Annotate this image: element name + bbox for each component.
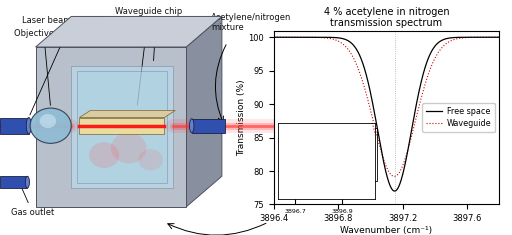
- Bar: [192, 119, 225, 133]
- Polygon shape: [186, 16, 222, 207]
- Free space: [467, 36, 474, 39]
- Polygon shape: [36, 47, 186, 207]
- Text: Gas outlet: Gas outlet: [11, 185, 54, 217]
- Ellipse shape: [189, 119, 194, 133]
- Free space: [271, 36, 277, 39]
- Circle shape: [138, 149, 163, 170]
- Waveguide: [367, 107, 373, 110]
- Text: Acetylene/nitrogen
mixture: Acetylene/nitrogen mixture: [211, 13, 291, 32]
- Text: Gas inlet: Gas inlet: [137, 22, 174, 61]
- Polygon shape: [77, 70, 167, 183]
- Free space: [392, 190, 398, 192]
- Circle shape: [89, 142, 119, 168]
- Text: Waveguide chip: Waveguide chip: [115, 7, 182, 105]
- Polygon shape: [79, 110, 175, 118]
- Waveguide: [492, 36, 498, 39]
- Text: Objective lens: Objective lens: [14, 29, 74, 105]
- Ellipse shape: [25, 176, 30, 188]
- Line: Free space: Free space: [274, 37, 499, 191]
- Circle shape: [40, 114, 56, 128]
- Text: Laser beam @ 2566 nm: Laser beam @ 2566 nm: [22, 15, 122, 115]
- Circle shape: [30, 108, 71, 143]
- Legend: Free space, Waveguide: Free space, Waveguide: [422, 103, 495, 132]
- Polygon shape: [71, 66, 173, 188]
- Waveguide: [391, 175, 397, 178]
- Circle shape: [111, 133, 146, 163]
- Waveguide: [496, 36, 502, 39]
- Bar: [0, 118, 29, 134]
- Bar: [0, 176, 28, 188]
- Y-axis label: Transmission (%): Transmission (%): [237, 79, 246, 156]
- Ellipse shape: [26, 118, 31, 134]
- Free space: [357, 55, 364, 58]
- Waveguide: [271, 36, 277, 39]
- Waveguide: [296, 36, 303, 39]
- X-axis label: Wavenumber (cm⁻¹): Wavenumber (cm⁻¹): [340, 226, 433, 235]
- Free space: [367, 90, 373, 92]
- Free space: [310, 36, 316, 39]
- Line: Waveguide: Waveguide: [274, 37, 499, 176]
- Waveguide: [357, 73, 364, 76]
- Free space: [492, 36, 498, 39]
- Free space: [296, 36, 303, 39]
- Polygon shape: [79, 118, 164, 134]
- Free space: [496, 36, 502, 39]
- Waveguide: [467, 36, 474, 39]
- Waveguide: [310, 36, 316, 39]
- Polygon shape: [36, 16, 222, 47]
- Title: 4 % acetylene in nitrogen
transmission spectrum: 4 % acetylene in nitrogen transmission s…: [324, 7, 450, 28]
